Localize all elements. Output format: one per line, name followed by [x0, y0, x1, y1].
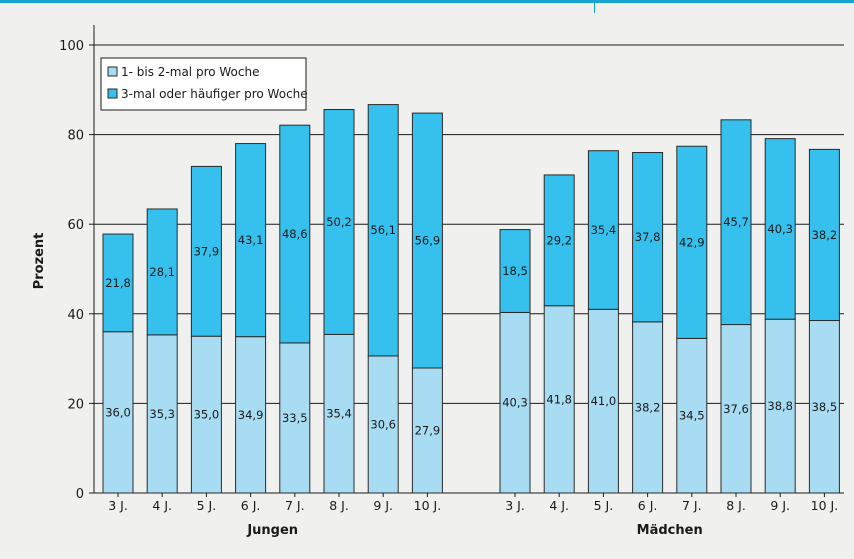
- x-category-label: 7 J.: [285, 498, 305, 513]
- x-category-label: 9 J.: [373, 498, 393, 513]
- bar-segment: [190, 165, 222, 337]
- y-tick-label: 20: [67, 397, 84, 412]
- data-label: 38,2: [635, 400, 661, 414]
- bar-segment: [676, 337, 708, 494]
- legend-swatch-dark: [107, 88, 118, 99]
- bar-segment: [102, 233, 134, 333]
- data-label: 35,4: [591, 223, 617, 237]
- x-category-label: 10 J.: [414, 498, 442, 513]
- bar-segment: [279, 342, 311, 494]
- group-label: Mädchen: [637, 523, 703, 538]
- x-category-label: 5 J.: [594, 498, 614, 513]
- data-label: 37,6: [723, 402, 749, 416]
- x-category-label: 5 J.: [197, 498, 217, 513]
- x-category-label: 8 J.: [726, 498, 746, 513]
- bar-segment: [235, 143, 267, 338]
- bar-segment: [367, 355, 399, 494]
- bars: 36,0 21,8 35,3 28,1 35,0 37,9 34,9 43,1 33,5 48,6…: [102, 104, 840, 494]
- x-category-label: 6 J.: [241, 498, 261, 513]
- x-category-label: 4 J.: [152, 498, 172, 513]
- data-label: 40,3: [502, 396, 528, 410]
- x-category-label: 4 J.: [549, 498, 569, 513]
- x-category-label: 3 J.: [108, 498, 128, 513]
- legend: 1- bis 2-mal pro Woche 3-mal oder häufig…: [100, 57, 308, 111]
- bar-segment: [190, 335, 222, 494]
- data-label: 27,9: [415, 424, 441, 438]
- data-label: 56,1: [370, 223, 396, 237]
- data-label: 48,6: [282, 227, 308, 241]
- legend-label-light: 1- bis 2-mal pro Woche: [121, 65, 260, 79]
- group-label: Jungen: [246, 523, 298, 538]
- data-label: 18,5: [502, 264, 528, 278]
- data-label: 38,2: [812, 228, 838, 242]
- data-label: 41,0: [591, 394, 617, 408]
- bar-segment: [323, 109, 355, 335]
- bar-segment: [720, 324, 752, 494]
- bar-segment: [235, 336, 267, 494]
- data-label: 41,8: [546, 392, 572, 406]
- y-tick-label: 60: [67, 218, 84, 233]
- y-axis-ticks: 0 20 40 60 80 100: [59, 39, 94, 502]
- x-category-label: 3 J.: [505, 498, 525, 513]
- x-category-label: 10 J.: [811, 498, 839, 513]
- data-label: 38,8: [767, 399, 793, 413]
- data-label: 34,9: [238, 408, 264, 422]
- bar-segment: [499, 229, 531, 313]
- y-tick-label: 0: [76, 487, 84, 502]
- bar-segment: [411, 112, 443, 369]
- bar-segment: [146, 208, 178, 336]
- bar-segment: [676, 145, 708, 339]
- data-label: 38,5: [812, 400, 838, 414]
- data-label: 36,0: [105, 405, 131, 419]
- legend-swatch-light: [107, 66, 118, 77]
- y-axis-title: Prozent: [32, 233, 47, 290]
- bar-segment: [632, 152, 664, 323]
- y-tick-label: 100: [59, 39, 84, 54]
- data-label: 37,8: [635, 230, 661, 244]
- data-label: 45,7: [723, 215, 749, 229]
- frame-notch: [594, 3, 595, 13]
- bar-segment: [764, 138, 796, 320]
- bar-segment: [146, 334, 178, 494]
- data-label: 50,2: [326, 215, 352, 229]
- data-label: 30,6: [370, 417, 396, 431]
- data-label: 28,1: [149, 265, 175, 279]
- data-label: 35,4: [326, 407, 352, 421]
- x-category-label: 7 J.: [682, 498, 702, 513]
- x-axis-categories: 3 J. 4 J. 5 J. 6 J. 7 J. 8 J. 9 J. 10 J. 3 J. 4 J…: [108, 493, 838, 513]
- bar-segment: [543, 174, 575, 307]
- legend-box: [100, 57, 307, 111]
- data-label: 42,9: [679, 235, 705, 249]
- data-label: 35,3: [149, 407, 175, 421]
- data-label: 29,2: [546, 233, 572, 247]
- y-tick-label: 80: [67, 129, 84, 144]
- bar-segment: [279, 124, 311, 344]
- x-category-label: 6 J.: [638, 498, 658, 513]
- data-label: 34,5: [679, 409, 705, 423]
- bar-segment: [367, 104, 399, 357]
- y-tick-label: 40: [67, 308, 84, 323]
- data-label: 56,9: [415, 234, 441, 248]
- bar-segment: [764, 318, 796, 494]
- group-labels: Jungen Mädchen: [246, 523, 702, 538]
- bar-segment: [808, 148, 840, 322]
- x-category-label: 9 J.: [770, 498, 790, 513]
- bar-segment: [499, 311, 531, 494]
- data-label: 43,1: [238, 233, 264, 247]
- legend-label-dark: 3-mal oder häufiger pro Woche: [121, 87, 308, 101]
- data-label: 35,0: [194, 408, 220, 422]
- x-category-label: 8 J.: [329, 498, 349, 513]
- data-label: 21,8: [105, 276, 131, 290]
- bar-segment: [720, 119, 752, 326]
- data-label: 37,9: [194, 244, 220, 258]
- data-label: 33,5: [282, 411, 308, 425]
- bar-segment: [323, 333, 355, 494]
- data-label: 40,3: [767, 222, 793, 236]
- bar-segment: [587, 150, 619, 310]
